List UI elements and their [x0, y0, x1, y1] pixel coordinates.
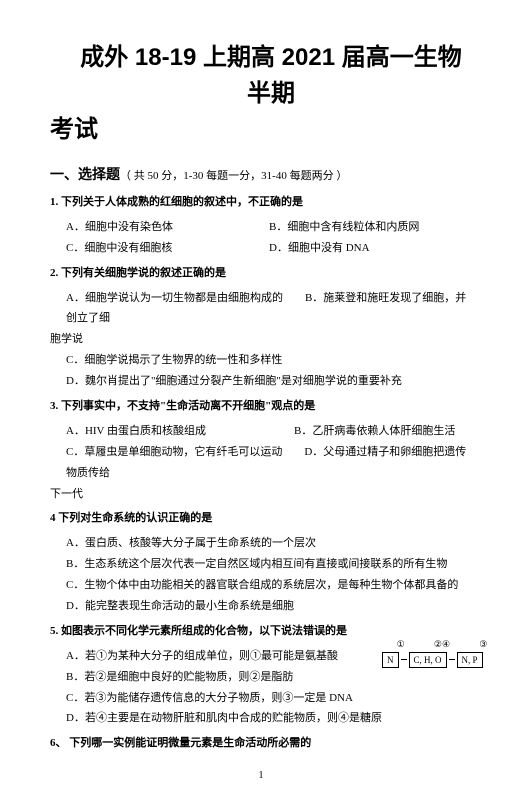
- option-row: A．细胞中没有染色体B．细胞中含有线粒体和内质网: [66, 217, 472, 238]
- option: 胞学说: [50, 329, 472, 350]
- diagram-connector: [401, 659, 407, 660]
- option: C．细胞中没有细胞核: [66, 238, 269, 259]
- question-text: 3. 下列事实中，不支持"生命活动离不开细胞"观点的是: [50, 396, 472, 417]
- diagram-box: N, P: [457, 652, 483, 668]
- option: A．蛋白质、核酸等大分子属于生命系统的一个层次: [66, 533, 472, 554]
- page-number: 1: [50, 770, 472, 781]
- diagram-box: N: [382, 652, 399, 668]
- element-diagram: ① ②④ ③ N C, H, O N, P: [382, 639, 502, 689]
- question-block: 4 下列对生命系统的认识正确的是 A．蛋白质、核酸等大分子属于生命系统的一个层次B…: [50, 508, 472, 616]
- question-block: 5. 如图表示不同化学元素所组成的化合物，以下说法错误的是①②④③NC, H, …: [50, 621, 472, 729]
- questions-container: 1. 下列关于人体成熟的红细胞的叙述中，不正确的是 A．细胞中没有染色体B．细胞中…: [50, 192, 472, 754]
- diagram-box: C, H, O: [409, 652, 447, 668]
- option: D．若④主要是在动物肝脏和肌肉中合成的贮能物质，则④是糖原: [66, 708, 472, 729]
- diagram-label: ③: [479, 639, 487, 650]
- exam-title-line2: 考试: [50, 112, 472, 148]
- option: C．草履虫是单细胞动物，它有纤毛可以运动 D．父母通过精子和卵细胞把遗传物质传给: [66, 442, 472, 484]
- diagram-label: ①: [397, 639, 405, 650]
- question-text: 4 下列对生命系统的认识正确的是: [50, 508, 472, 529]
- option: C．若③为能储存遗传信息的大分子物质，则③一定是 DNA: [66, 688, 472, 709]
- section-note: （ 共 50 分，1-30 每题一分，31-40 每题两分 ）: [120, 170, 347, 182]
- option: C．细胞学说揭示了生物界的统一性和多样性: [66, 350, 472, 371]
- option-row: C．细胞中没有细胞核D．细胞中没有 DNA: [66, 238, 472, 259]
- option: B．生态系统这个层次代表一定自然区域内相互间有直接或间接联系的所有生物: [66, 554, 472, 575]
- option: A．HIV 由蛋白质和核酸组成 B．乙肝病毒依赖人体肝细胞生活: [66, 421, 472, 442]
- option: C．生物个体中由功能相关的器官联合组成的系统层次，是每种生物个体都具备的: [66, 575, 472, 596]
- option: D．细胞中没有 DNA: [269, 238, 472, 259]
- question-text: 1. 下列关于人体成熟的红细胞的叙述中，不正确的是: [50, 192, 472, 213]
- diagram-label: ②④: [434, 639, 450, 650]
- option: 下一代: [50, 484, 472, 505]
- option: D．能完整表现生命活动的最小生命系统是细胞: [66, 596, 472, 617]
- option: D．魏尔肖提出了"细胞通过分裂产生新细胞"是对细胞学说的重要补充: [66, 371, 472, 392]
- question-text: 2. 下列有关细胞学说的叙述正确的是: [50, 263, 472, 284]
- question-block: 3. 下列事实中，不支持"生命活动离不开细胞"观点的是 A．HIV 由蛋白质和核酸…: [50, 396, 472, 504]
- exam-title-line1: 成外 18-19 上期高 2021 届高一生物半期: [50, 40, 472, 112]
- question-block: 1. 下列关于人体成熟的红细胞的叙述中，不正确的是 A．细胞中没有染色体B．细胞中…: [50, 192, 472, 259]
- diagram-connector: [449, 659, 455, 660]
- option: A．细胞中没有染色体: [66, 217, 269, 238]
- option: A．细胞学说认为一切生物都是由细胞构成的 B．施莱登和施旺发现了细胞，并创立了细: [66, 288, 472, 330]
- option: B．细胞中含有线粒体和内质网: [269, 217, 472, 238]
- section-name: 一、选择题: [50, 168, 120, 183]
- question-block: 2. 下列有关细胞学说的叙述正确的是 A．细胞学说认为一切生物都是由细胞构成的 B…: [50, 263, 472, 392]
- section-header: 一、选择题（ 共 50 分，1-30 每题一分，31-40 每题两分 ）: [50, 164, 472, 184]
